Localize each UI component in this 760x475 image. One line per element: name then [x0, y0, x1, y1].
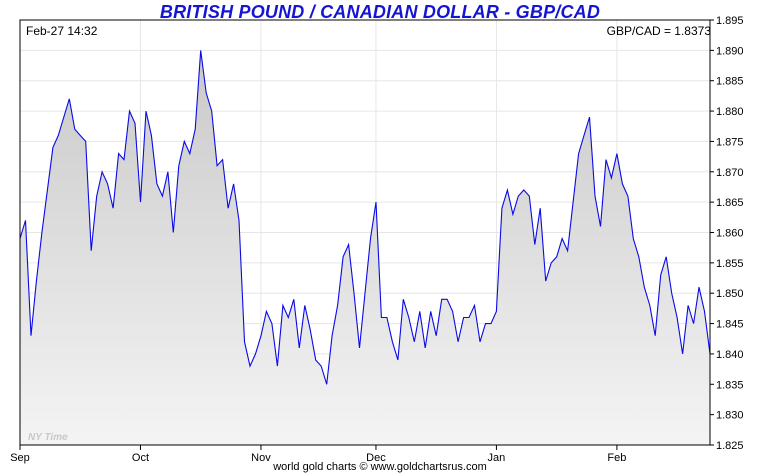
y-tick-label: 1.835	[716, 379, 744, 391]
y-tick-label: 1.855	[716, 258, 744, 270]
y-tick-label: 1.860	[716, 228, 744, 240]
y-tick-label: 1.890	[716, 45, 744, 57]
x-tick-label: Sep	[10, 452, 30, 464]
y-tick-label: 1.850	[716, 288, 744, 300]
timestamp-label: Feb-27 14:32	[26, 24, 98, 38]
timezone-watermark: NY Time	[28, 432, 68, 443]
y-tick-label: 1.865	[716, 197, 744, 209]
x-tick-label: Dec	[366, 452, 386, 464]
x-tick-label: Nov	[251, 452, 271, 464]
chart-title: BRITISH POUND / CANADIAN DOLLAR - GBP/CA…	[159, 2, 601, 22]
y-tick-label: 1.875	[716, 136, 744, 148]
y-tick-label: 1.895	[716, 15, 744, 27]
y-axis: 1.825 1.830 1.835 1.840 1.845 1.850 1.855 1.860…	[710, 15, 744, 452]
y-tick-label: 1.870	[716, 167, 744, 179]
y-tick-label: 1.840	[716, 349, 744, 361]
y-tick-label: 1.880	[716, 106, 744, 118]
x-axis: Sep Oct Nov Dec Jan Feb	[10, 445, 626, 464]
x-tick-label: Feb	[607, 452, 626, 464]
y-tick-label: 1.830	[716, 410, 744, 422]
x-tick-label: Jan	[488, 452, 506, 464]
quote-label: GBP/CAD = 1.8373	[606, 24, 711, 38]
area-fill	[20, 50, 710, 446]
x-tick-label: Oct	[132, 452, 149, 464]
source-credit: world gold charts © www.goldchartsrus.co…	[273, 461, 487, 473]
y-tick-label: 1.885	[716, 76, 744, 88]
series-line	[19, 50, 711, 385]
y-tick-label: 1.825	[716, 440, 744, 452]
y-tick-label: 1.845	[716, 319, 744, 331]
